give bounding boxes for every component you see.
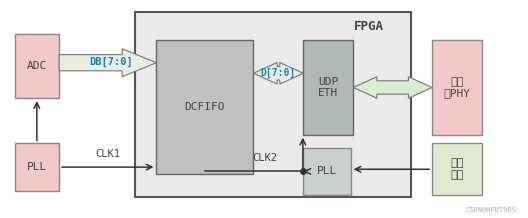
Polygon shape (253, 63, 304, 84)
Text: CSDN@HFUT90S: CSDN@HFUT90S (465, 206, 516, 212)
Text: DB[7:0]: DB[7:0] (90, 56, 133, 67)
Text: UDP
ETH: UDP ETH (318, 77, 338, 98)
Bar (156, 40, 253, 174)
Text: ADC: ADC (27, 61, 47, 71)
Text: CLK1: CLK1 (95, 148, 120, 158)
Polygon shape (59, 49, 156, 77)
Text: PLL: PLL (27, 162, 47, 172)
Bar (432, 143, 482, 195)
Text: D[7:0]: D[7:0] (261, 68, 296, 78)
Bar (14, 143, 59, 191)
Polygon shape (353, 77, 432, 98)
Text: 千兆
网PHY: 千兆 网PHY (444, 77, 470, 98)
Bar (14, 34, 59, 98)
Bar (304, 148, 351, 195)
Text: DCFIFO: DCFIFO (185, 102, 225, 112)
Text: PLL: PLL (317, 166, 337, 176)
Bar (135, 12, 411, 197)
Bar (304, 40, 353, 135)
Text: FPGA: FPGA (354, 20, 384, 33)
Text: 有源
晶振: 有源 晶振 (450, 158, 464, 180)
Bar (432, 40, 482, 135)
Text: CLK2: CLK2 (252, 153, 277, 163)
